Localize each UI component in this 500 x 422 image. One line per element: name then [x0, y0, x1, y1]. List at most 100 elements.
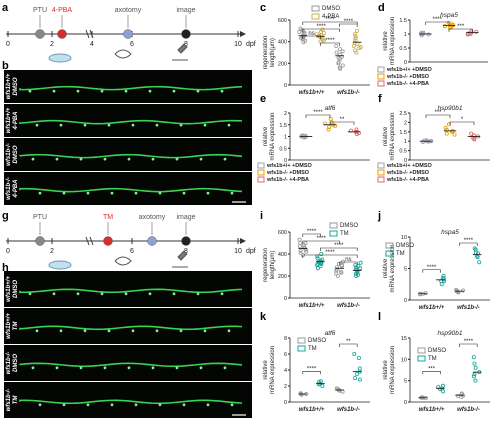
- neuromast-dot: [151, 366, 155, 370]
- panel-letter-f: f: [378, 93, 382, 105]
- genotype-label: wfs1b+/+4-PBA: [6, 107, 19, 133]
- chart-title: atf6: [325, 105, 336, 112]
- data-point: [475, 255, 480, 260]
- genotype-label-line: wfs1b-/-: [6, 143, 12, 166]
- timeline-event-marker: [35, 29, 45, 39]
- legend-swatch: [377, 176, 385, 183]
- y-tick-label: 4: [284, 368, 287, 374]
- significance-bracket: [329, 121, 355, 125]
- timeline-tick-label: 6: [130, 248, 134, 255]
- genotype-label: wfs1b+/+DMSO: [6, 276, 19, 302]
- neuromast-dot: [76, 89, 80, 93]
- microscopy-panel: [4, 308, 252, 344]
- neuromast-dot: [158, 191, 162, 195]
- significance-bracket: [302, 370, 321, 375]
- significance-label: **: [340, 117, 345, 123]
- data-point: [352, 40, 357, 45]
- data-point: [320, 383, 325, 388]
- significance-bracket: [320, 247, 358, 251]
- y-tick-label: 600: [278, 230, 287, 236]
- neuromast-dot: [148, 89, 152, 93]
- data-point: [354, 271, 359, 276]
- legend-swatch: [377, 162, 385, 169]
- timeline-tick-label: 8: [184, 248, 188, 255]
- microscope-icon: [172, 250, 188, 268]
- panel-letter-j: j: [377, 210, 381, 222]
- neuromast-dot: [79, 157, 83, 161]
- y-axis-label-line: mRNA expression: [390, 244, 396, 292]
- chart-title: hspa5: [441, 229, 459, 236]
- legend-label: DMSO: [428, 348, 446, 354]
- treatment-label-line: DMSO: [13, 145, 19, 163]
- microscopy-images-b: wfs1b+/+DMSOwfs1b+/+4-PBAwfs1b-/-DMSOwfs…: [4, 70, 252, 205]
- chart-f: 0 0.5 1 1.5 2 2.5 hsp90b1 relative mRNA expressi…: [377, 105, 490, 183]
- timeline-tick-label: 8: [184, 41, 188, 48]
- legend-swatch: [377, 169, 385, 176]
- data-point: [419, 30, 424, 35]
- chart-l: 0 5 10 15 hsp90b1 relative mRNA expression wfs1…: [383, 330, 490, 413]
- neuromast-dot: [199, 366, 203, 370]
- y-tick-label: 1: [404, 139, 407, 145]
- legend-label: wfs1b+/+ +DMSO: [266, 163, 313, 169]
- neuromast-dot: [203, 329, 207, 333]
- timeline-arrowhead: [240, 238, 246, 244]
- microscopy-images-h: wfs1b+/+DMSOwfs1b+/+TMwfs1b-/-DMSOwfs1b-…: [4, 271, 252, 418]
- y-tick-label: 2: [284, 111, 287, 117]
- data-point: [337, 261, 342, 266]
- category-label: wfs1b-/-: [337, 303, 360, 309]
- data-point: [339, 270, 344, 275]
- neuromast-dot: [35, 329, 39, 333]
- data-point: [338, 47, 343, 52]
- legend-label: DMSO: [396, 243, 414, 249]
- y-tick-label: 5: [404, 379, 407, 385]
- panel-letter-e: e: [260, 93, 266, 105]
- significance-label: ****: [464, 238, 474, 244]
- timeline-tick-label: 6: [130, 41, 134, 48]
- y-axis-label-line: regeneration: [263, 248, 269, 282]
- category-label: wfs1b+/+: [419, 407, 445, 413]
- neuromast-dot: [28, 89, 32, 93]
- chart-title: atf6: [325, 330, 336, 337]
- neuromast-dot: [155, 329, 159, 333]
- data-point: [301, 40, 306, 45]
- lateral-line-axon: [19, 85, 243, 91]
- timeline-tick-label: 2: [50, 41, 54, 48]
- legend-swatch: [257, 162, 265, 169]
- neuromast-dot: [131, 123, 135, 127]
- neuromast-dot: [223, 157, 227, 161]
- zebrafish-axotomy-icon: [114, 49, 132, 59]
- y-tick-label: 0: [284, 158, 287, 164]
- category-label: wfs1b+/+: [299, 303, 325, 309]
- timeline-tick-label: 4: [90, 41, 94, 48]
- data-point: [471, 355, 476, 360]
- y-tick-label: 2.5: [399, 111, 407, 117]
- y-tick-label: 1.5: [279, 123, 287, 129]
- panel-letter-h: h: [2, 262, 9, 274]
- genotype-label: wfs1b-/-TM: [6, 389, 19, 412]
- neuromast-dot: [172, 89, 176, 93]
- legend-swatch: [257, 176, 265, 183]
- panel-letter-b: b: [2, 60, 9, 72]
- data-point: [320, 37, 325, 42]
- genotype-label: wfs1b-/-DMSO: [6, 352, 19, 375]
- neuromast-dot: [148, 292, 152, 296]
- panel-letter-a: a: [2, 2, 9, 14]
- legend-swatch: [297, 337, 306, 344]
- y-tick-label: 1.5: [399, 130, 407, 136]
- data-point: [442, 24, 447, 29]
- y-tick-label: 0: [404, 298, 407, 304]
- data-point: [335, 273, 340, 278]
- panel-letter-d: d: [378, 2, 385, 14]
- legend-label: TM: [396, 251, 405, 257]
- neuromast-dot: [131, 329, 135, 333]
- significance-bracket: [448, 28, 473, 32]
- microscopy-panel: [4, 271, 252, 307]
- neuromast-dot: [206, 191, 210, 195]
- data-point: [473, 250, 478, 255]
- chart-title: hsp90b1: [438, 330, 463, 337]
- y-axis-label-line: relative: [263, 126, 269, 146]
- y-tick-label: 6: [284, 352, 287, 358]
- legend-swatch: [417, 355, 426, 362]
- neuromast-dot: [110, 403, 114, 407]
